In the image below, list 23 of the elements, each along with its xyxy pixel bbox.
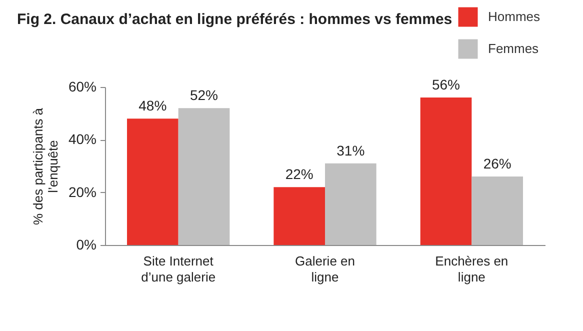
data-label: 52% [190, 87, 218, 104]
data-label: 48% [138, 98, 167, 114]
bar [127, 118, 178, 245]
data-label: 22% [285, 166, 314, 182]
bar [178, 108, 230, 245]
x-tick-label: Enchères en ligne [435, 254, 508, 284]
bar [274, 187, 325, 245]
y-tick-label: 60% [68, 78, 96, 94]
legend-label: Femmes [488, 41, 540, 56]
x-tick-label: Galerie en ligne [295, 254, 355, 284]
y-tick-label: 40% [68, 131, 96, 148]
bar [325, 163, 376, 245]
y-tick-label: 20% [68, 184, 96, 200]
bar [472, 176, 523, 245]
legend-label: Hommes [488, 9, 541, 24]
y-axis-title: % des participants à l’enquête [30, 107, 60, 226]
chart-title: Fig 2. Canaux d’achat en ligne préférés : hommes vs femmes [17, 11, 452, 28]
data-label: 56% [432, 76, 460, 93]
x-tick-label: Site Internet d’une galerie [141, 254, 216, 284]
y-tick-label: 0% [76, 236, 96, 252]
data-label: 26% [483, 156, 512, 172]
bar [420, 98, 472, 245]
data-label: 31% [336, 142, 365, 158]
